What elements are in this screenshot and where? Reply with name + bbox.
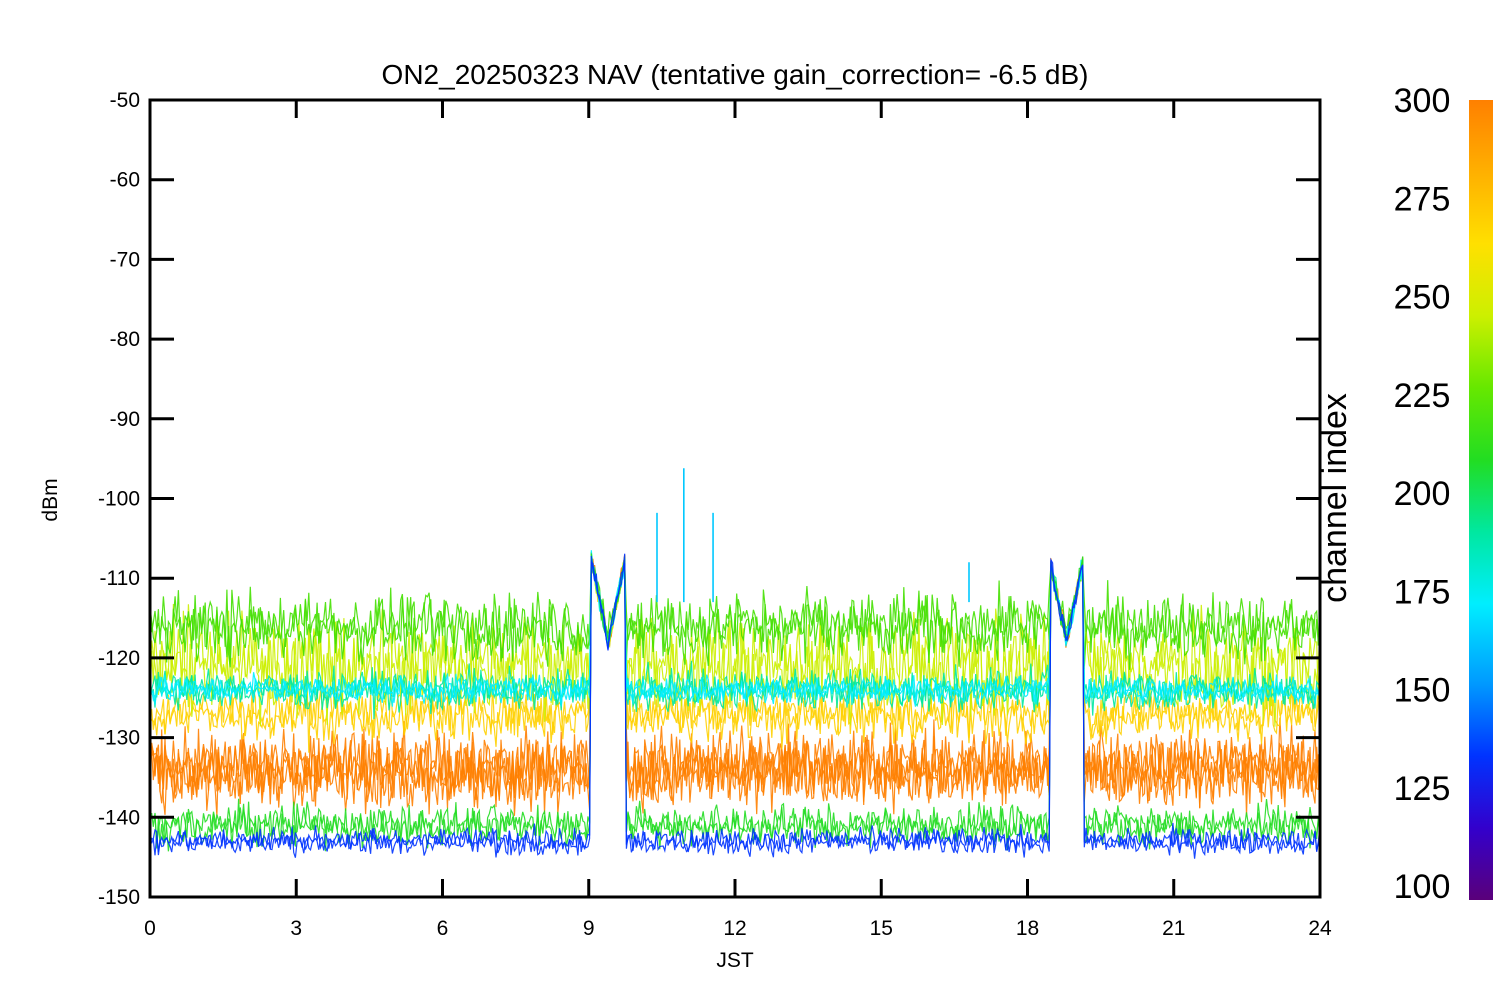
y-tick-label: -100 (98, 488, 140, 511)
colorbar-tick-label: 100 (1394, 868, 1451, 906)
series-trace (150, 550, 1320, 707)
colorbar-tick-label: 250 (1394, 279, 1451, 317)
colorbar-tick-label: 150 (1394, 672, 1451, 710)
series-trace (150, 553, 1320, 852)
y-tick-label: -130 (98, 727, 140, 750)
series-trace (150, 556, 1320, 708)
series-trace (150, 558, 1320, 750)
y-tick-label: -90 (110, 408, 140, 431)
colorbar-tick-label: 275 (1394, 180, 1451, 218)
spike-layer (656, 468, 970, 603)
x-tick-label: 3 (290, 917, 302, 940)
x-tick-label: 9 (583, 917, 595, 940)
series-trace (150, 557, 1320, 815)
x-tick-label: 24 (1308, 917, 1332, 940)
x-axis: 0 3 6 9 12 15 18 21 24 (144, 100, 1332, 940)
y-tick-label: -80 (110, 328, 140, 351)
series-trace (150, 556, 1320, 753)
y-tick-label: -70 (110, 248, 140, 271)
plot-data (150, 550, 1320, 859)
colorbar-tick-label: 125 (1394, 770, 1451, 808)
series-trace (150, 559, 1320, 850)
y-tick-label: -60 (110, 169, 140, 192)
x-tick-label: 18 (1016, 917, 1039, 940)
x-tick-label: 15 (870, 917, 893, 940)
x-tick-label: 12 (723, 917, 746, 940)
x-tick-label: 0 (144, 917, 156, 940)
y-tick-label: -150 (98, 886, 140, 909)
y-axis-label: dBm (39, 478, 62, 521)
chart-title: ON2_20250323 NAV (tentative gain_correct… (382, 59, 1089, 90)
series-trace (150, 556, 1320, 667)
y-axis: -50 -60 -70 -80 -90 -100 -110 -120 -130 -140 -150 (98, 89, 1320, 909)
series-trace (150, 561, 1320, 720)
colorbar-ticks: 300 275 250 225 200 175 150 125 100 (1394, 82, 1451, 906)
colorbar-tick-label: 175 (1394, 573, 1451, 611)
series-trace (150, 551, 1320, 670)
colorbar (1469, 100, 1493, 900)
series-trace (150, 554, 1320, 815)
y-tick-label: -140 (98, 806, 140, 829)
x-tick-label: 6 (437, 917, 449, 940)
y-tick-label: -50 (110, 89, 140, 112)
colorbar-tick-label: 200 (1394, 475, 1451, 513)
x-axis-label: JST (716, 949, 754, 972)
series-trace (150, 553, 1320, 858)
colorbar-title: channel index (1316, 393, 1354, 603)
colorbar-tick-label: 225 (1394, 377, 1451, 415)
x-tick-label: 21 (1162, 917, 1185, 940)
colorbar-tick-label: 300 (1394, 82, 1451, 120)
series-trace (150, 559, 1320, 727)
y-tick-label: -120 (98, 647, 140, 670)
y-tick-label: -110 (100, 567, 140, 590)
